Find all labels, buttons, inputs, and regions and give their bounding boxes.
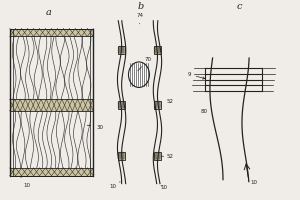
Bar — [118, 101, 125, 109]
Bar — [154, 46, 161, 54]
Text: 10: 10 — [250, 180, 257, 185]
Text: 30: 30 — [87, 125, 103, 130]
Ellipse shape — [128, 62, 149, 87]
Text: a: a — [46, 8, 51, 17]
Text: 10: 10 — [20, 176, 30, 188]
Text: 70: 70 — [138, 57, 152, 71]
Text: 10: 10 — [160, 185, 167, 190]
Bar — [118, 152, 125, 160]
Text: 9: 9 — [187, 72, 205, 79]
Text: 52: 52 — [161, 154, 173, 159]
Text: 80: 80 — [201, 109, 208, 114]
Bar — [10, 168, 93, 176]
Text: 10: 10 — [110, 182, 120, 189]
Text: 74: 74 — [136, 13, 144, 24]
Bar — [154, 101, 161, 109]
Text: b: b — [138, 2, 144, 11]
Bar — [154, 152, 161, 160]
Bar — [10, 29, 93, 36]
Bar — [118, 46, 125, 54]
Text: c: c — [237, 2, 242, 11]
Bar — [10, 99, 93, 111]
Text: 52: 52 — [161, 99, 173, 105]
